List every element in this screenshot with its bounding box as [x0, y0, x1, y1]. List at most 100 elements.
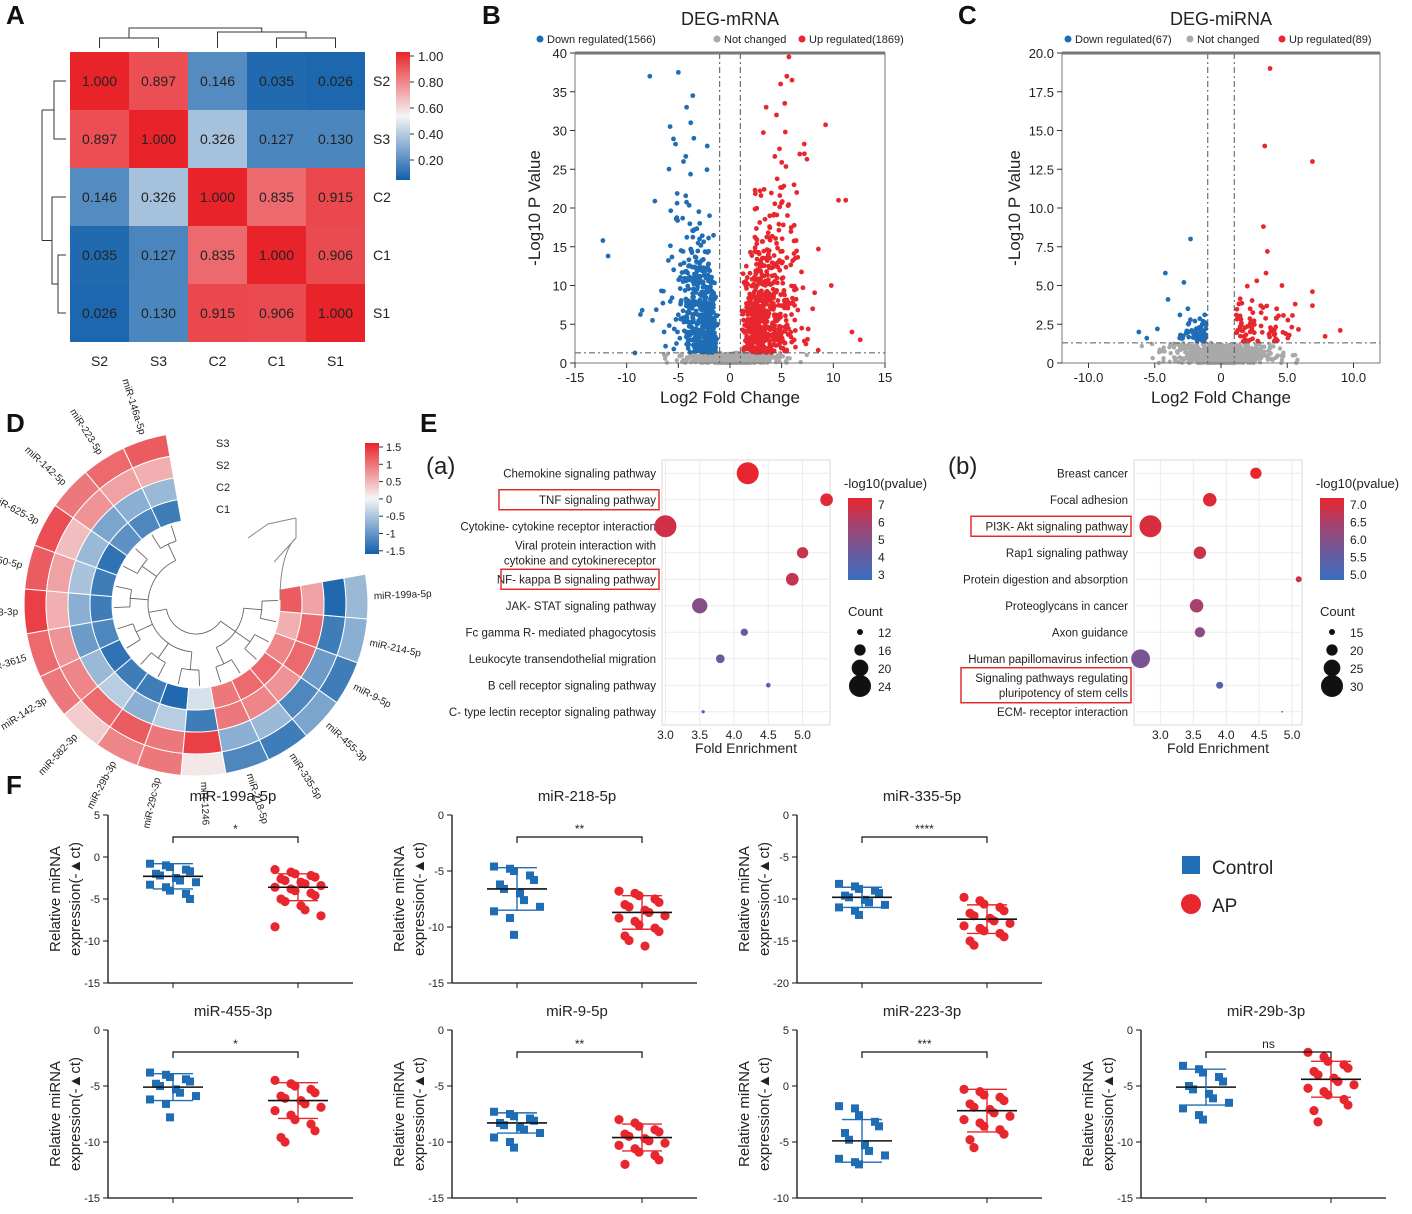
control-point	[835, 903, 843, 912]
y-tick-label: -15	[428, 1193, 444, 1205]
volcano-point-up	[783, 318, 789, 323]
volcano-point-unchanged	[1187, 346, 1192, 352]
volcano-point-down	[705, 320, 710, 326]
x-axis-label: Log2 Fold Change	[1151, 388, 1291, 407]
term-label: B cell receptor signaling pathway	[488, 680, 656, 692]
volcano-point-down	[711, 336, 717, 342]
volcano-point-unchanged	[1171, 345, 1177, 350]
volcano-point-down	[674, 191, 680, 196]
mirna-label: miR-3615	[0, 653, 28, 677]
volcano-point-up	[754, 282, 760, 288]
y-tick-label: 0	[94, 1025, 100, 1037]
volcano-point-down	[675, 69, 681, 75]
heatmap-cell-label: 0.035	[259, 73, 294, 89]
ap-point	[640, 941, 650, 951]
volcano-point-up	[800, 285, 806, 291]
volcano-point-down	[1197, 327, 1203, 333]
count-legend-title: Count	[848, 604, 883, 619]
volcano-point-down	[671, 136, 676, 142]
volcano-point-unchanged	[1249, 360, 1255, 365]
volcano-point-down	[683, 193, 689, 199]
volcano-point-up	[773, 236, 779, 241]
x-tick-label: 15	[878, 370, 892, 385]
x-tick-label: 10	[826, 370, 840, 385]
volcano-point-unchanged	[1279, 357, 1285, 363]
x-axis-label: Fold Enrichment	[695, 740, 797, 756]
volcano-point-unchanged	[1223, 358, 1228, 363]
volcano-point-unchanged	[1208, 350, 1214, 355]
volcano-point-unchanged	[1177, 355, 1182, 360]
volcano-point-up	[744, 304, 750, 310]
volcano-point-down	[671, 326, 677, 332]
volcano-point-unchanged	[1161, 345, 1166, 350]
volcano-point-up	[777, 204, 783, 210]
heatmap-cell-label: 1.000	[200, 189, 235, 205]
volcano-point-up	[801, 338, 807, 344]
volcano-point-down	[706, 335, 711, 341]
count-legend-label: 25	[1350, 662, 1364, 676]
bubble-point	[740, 628, 748, 636]
volcano-point-unchanged	[679, 353, 684, 358]
legend-control-marker	[1182, 856, 1200, 874]
volcano-point-up	[782, 100, 788, 106]
volcano-point-up	[760, 325, 766, 331]
volcano-point-up	[759, 272, 765, 277]
heatmap-cell-label: 0.897	[82, 131, 117, 147]
circular-heatmap-cell	[180, 751, 227, 777]
control-point	[166, 1113, 174, 1122]
volcano-point-down	[665, 258, 671, 263]
volcano-point-down	[694, 282, 700, 288]
legend-label: Down regulated(1566)	[547, 34, 656, 46]
colorbar-tick-label: 0.80	[418, 75, 443, 90]
heatmap-cell	[188, 110, 247, 168]
volcano-point-unchanged	[1175, 350, 1180, 355]
colorbar-tick-label: 7.0	[1350, 498, 1367, 512]
highlight-box	[970, 515, 1132, 537]
heatmap-cell-label: 0.835	[259, 189, 294, 205]
volcano-point-up	[751, 324, 757, 330]
volcano-point-down	[701, 290, 706, 295]
volcano-point-down	[675, 329, 680, 335]
volcano-point-down	[671, 267, 677, 273]
control-point	[1179, 1061, 1187, 1070]
control-point	[536, 902, 544, 911]
volcano-point-down	[713, 313, 719, 319]
volcano-point-up	[1272, 338, 1277, 344]
volcano-point-up	[753, 271, 759, 277]
y-axis-label: Relative miRNA	[736, 846, 753, 952]
volcano-point-unchanged	[694, 357, 700, 362]
count-legend-label: 30	[1350, 680, 1364, 694]
significance-bracket	[516, 1051, 643, 1058]
x-tick-label: 5.0	[794, 728, 811, 742]
volcano-point-down	[683, 153, 689, 159]
volcano-point-up	[788, 262, 794, 268]
volcano-point-down	[714, 321, 720, 327]
heatmap-col-label: C2	[209, 353, 227, 369]
volcano-point-down	[675, 312, 681, 318]
volcano-point-up	[1234, 330, 1240, 336]
volcano-point-up	[1263, 315, 1269, 321]
volcano-point-up	[760, 295, 765, 301]
volcano-point-unchanged	[662, 356, 668, 361]
control-point	[156, 1082, 164, 1090]
volcano-point-unchanged	[1232, 360, 1238, 365]
volcano-point-unchanged	[1259, 349, 1264, 354]
mirna-label: miR-150-5p	[0, 549, 24, 571]
count-legend-marker	[1321, 675, 1343, 697]
volcano-point-down	[677, 335, 683, 341]
x-tick-label: -10.0	[1074, 370, 1104, 385]
ap-point	[999, 1095, 1009, 1106]
volcano-point-down	[1202, 331, 1208, 337]
control-point	[845, 1135, 853, 1144]
volcano-point-up	[792, 317, 798, 323]
ap-point	[989, 916, 999, 926]
bubble-point	[736, 462, 759, 485]
ap-point	[270, 1075, 280, 1085]
volcano-point-up	[765, 290, 771, 295]
ap-point	[644, 1136, 654, 1146]
control-point	[146, 1095, 154, 1104]
term-label: NF- kappa B signaling pathway	[497, 574, 656, 586]
y-axis-label: Relative miRNA	[47, 1061, 64, 1167]
volcano-point-up	[744, 320, 750, 326]
